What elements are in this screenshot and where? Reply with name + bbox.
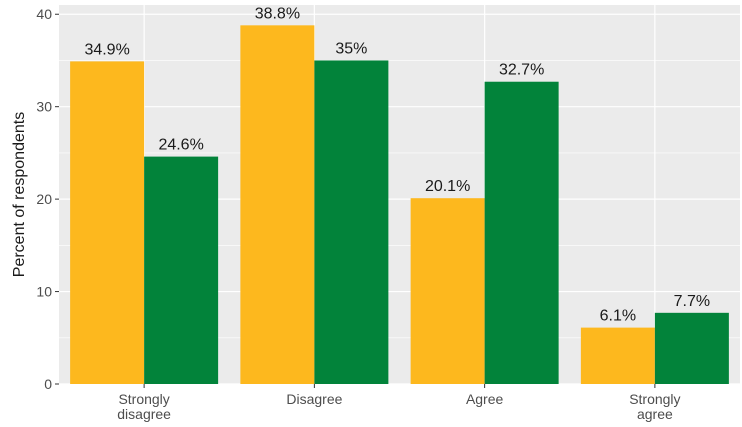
bar-value-label: 35%	[335, 40, 367, 57]
bar	[70, 61, 145, 384]
y-tick-label: 0	[44, 376, 52, 392]
x-category-label: Strongly disagree	[117, 391, 171, 422]
bar	[144, 156, 219, 384]
y-axis: 0 10 20 30 40	[36, 6, 59, 392]
bar-value-label: 38.8%	[255, 5, 300, 22]
bar	[580, 327, 655, 384]
bar-value-label: 32.7%	[499, 62, 544, 79]
y-tick-label: 20	[36, 191, 52, 207]
bar	[314, 60, 389, 385]
y-tick-label: 10	[36, 284, 52, 300]
bar-value-label: 24.6%	[158, 137, 203, 154]
bar	[484, 81, 559, 384]
x-axis: Strongly disagree Disagree Agree Strongly agr…	[117, 384, 681, 422]
bar-value-label: 7.7%	[674, 293, 710, 310]
bar	[240, 25, 315, 385]
bar-value-label: 6.1%	[600, 308, 636, 325]
bar	[654, 312, 729, 384]
bars	[70, 25, 729, 385]
x-category-label: Agree	[466, 391, 504, 407]
y-tick-label: 40	[36, 6, 52, 22]
y-tick-label: 30	[36, 99, 52, 115]
bar-value-label: 20.1%	[425, 178, 470, 195]
x-category-label: Disagree	[286, 391, 342, 407]
bar-value-label: 34.9%	[84, 41, 129, 58]
x-category-label: Strongly agree	[629, 391, 680, 422]
y-axis-title: Percent of respondents	[11, 112, 28, 277]
bar	[410, 198, 485, 384]
data-labels: 34.9% 24.6% 38.8% 35% 20.1% 32.7% 6.1% 7.7%	[84, 5, 710, 324]
